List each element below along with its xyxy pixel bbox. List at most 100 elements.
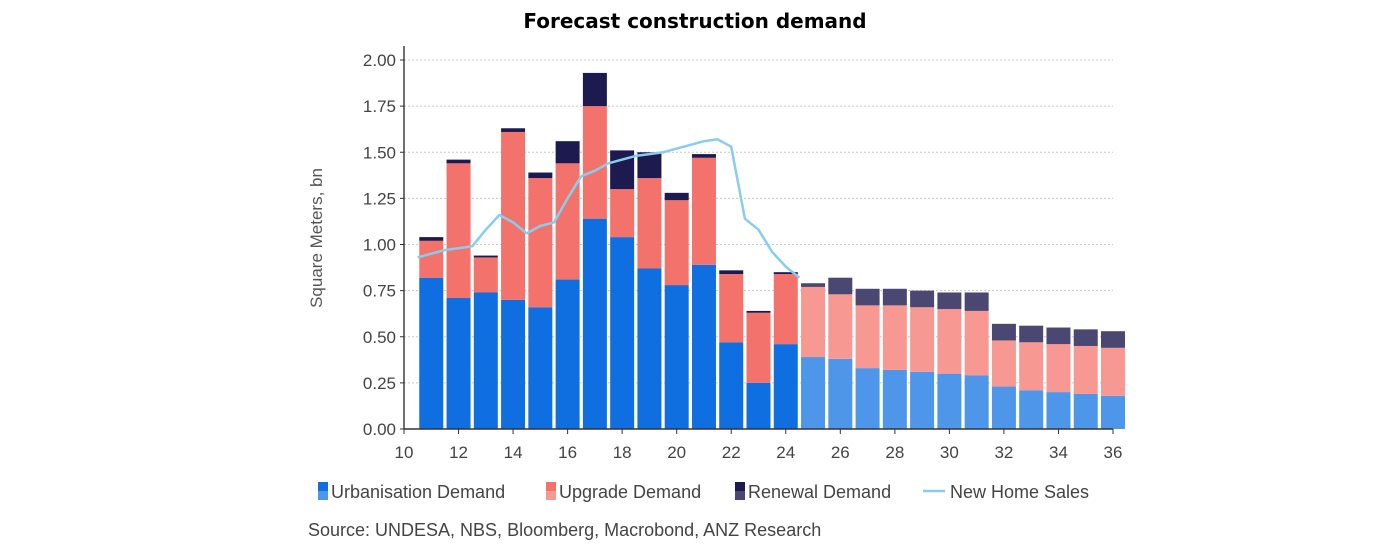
- bar-renewal-demand-25: [801, 283, 826, 287]
- bar-renewal-demand-32: [991, 323, 1016, 341]
- bar-renewal-demand-15: [528, 172, 553, 179]
- bar-urbanisation-demand-18: [610, 237, 635, 429]
- bar-urbanisation-demand-35: [1073, 393, 1098, 429]
- legend-swatch-urbanisation-bottom: [318, 491, 328, 500]
- bar-stack-13: [473, 255, 498, 429]
- bar-stack-17: [582, 72, 607, 429]
- bar-upgrade-demand-13: [473, 257, 498, 293]
- bar-renewal-demand-23: [746, 310, 771, 313]
- bar-stack-24: [773, 272, 798, 429]
- bar-stack-18: [610, 150, 635, 429]
- bar-upgrade-demand-25: [801, 286, 826, 358]
- bar-upgrade-demand-33: [1019, 342, 1044, 391]
- source-note: Source: UNDESA, NBS, Bloomberg, Macrobon…: [308, 520, 821, 540]
- bar-upgrade-demand-32: [991, 340, 1016, 387]
- y-tick-label-3: 0.75: [363, 282, 396, 301]
- bar-upgrade-demand-35: [1073, 345, 1098, 394]
- new-home-sales-line-group: [417, 138, 801, 279]
- bar-urbanisation-demand-16: [555, 279, 580, 429]
- bar-renewal-demand-11: [419, 237, 444, 241]
- bar-upgrade-demand-34: [1046, 344, 1071, 393]
- legend-swatch-upgrade-top: [546, 482, 556, 491]
- y-tick-label-4: 1.00: [363, 236, 396, 255]
- x-tick-labels: 10 12 14 16 18 20 22 24 26 28 30 32 34 36: [395, 429, 1123, 462]
- new-home-sales-line: [417, 138, 801, 279]
- legend-item-renewal: Renewal Demand: [735, 482, 891, 502]
- gridlines: [400, 59, 1113, 430]
- bar-upgrade-demand-21: [691, 157, 716, 265]
- bar-stack-12: [446, 159, 471, 429]
- legend-item-upgrade: Upgrade Demand: [546, 482, 701, 502]
- legend-label-urbanisation: Urbanisation Demand: [331, 482, 505, 502]
- bar-renewal-demand-20: [664, 192, 689, 201]
- x-tick-label-11: 32: [994, 443, 1013, 462]
- bar-urbanisation-demand-30: [937, 373, 962, 429]
- bar-urbanisation-demand-31: [964, 375, 989, 429]
- legend-swatch-renewal-bottom: [735, 491, 745, 500]
- bar-renewal-demand-35: [1073, 329, 1098, 346]
- x-tick-label-9: 28: [885, 443, 904, 462]
- bar-renewal-demand-14: [501, 128, 526, 132]
- bar-urbanisation-demand-25: [801, 357, 826, 429]
- bar-upgrade-demand-20: [664, 200, 689, 286]
- bar-stack-19: [637, 152, 662, 429]
- bar-renewal-demand-34: [1046, 327, 1071, 345]
- bar-urbanisation-demand-20: [664, 285, 689, 429]
- legend-label-upgrade: Upgrade Demand: [559, 482, 701, 502]
- bar-renewal-demand-21: [691, 154, 716, 158]
- bar-renewal-demand-27: [855, 288, 880, 306]
- bar-upgrade-demand-14: [501, 131, 526, 300]
- bar-renewal-demand-22: [719, 270, 744, 275]
- bar-upgrade-demand-24: [773, 274, 798, 345]
- bar-urbanisation-demand-15: [528, 307, 553, 429]
- bar-upgrade-demand-28: [882, 305, 907, 370]
- x-tick-label-0: 10: [395, 443, 414, 462]
- bar-renewal-demand-12: [446, 159, 471, 164]
- legend: Urbanisation Demand Upgrade Demand Renew…: [318, 482, 1089, 502]
- bar-renewal-demand-13: [473, 255, 498, 258]
- bar-stack-30: [937, 292, 962, 429]
- bar-stack-35: [1073, 329, 1098, 429]
- legend-swatch-urbanisation-top: [318, 482, 328, 491]
- bar-stack-32: [991, 323, 1016, 429]
- bar-urbanisation-demand-21: [691, 264, 716, 429]
- bar-urbanisation-demand-11: [419, 277, 444, 429]
- x-tick-label-3: 16: [558, 443, 577, 462]
- bar-urbanisation-demand-34: [1046, 392, 1071, 429]
- legend-swatch-upgrade-bottom: [546, 491, 556, 500]
- bar-stack-28: [882, 288, 907, 429]
- bar-upgrade-demand-12: [446, 163, 471, 299]
- bar-urbanisation-demand-12: [446, 298, 471, 429]
- x-tick-label-1: 12: [449, 443, 468, 462]
- bar-stack-15: [528, 172, 553, 429]
- y-tick-label-5: 1.25: [363, 189, 396, 208]
- bar-upgrade-demand-29: [910, 307, 935, 372]
- y-tick-labels: 0.00 0.25 0.50 0.75 1.00 1.25 1.50 1.75 2.00: [363, 51, 396, 439]
- y-tick-label-8: 2.00: [363, 51, 396, 70]
- bar-urbanisation-demand-33: [1019, 390, 1044, 429]
- legend-label-renewal: Renewal Demand: [748, 482, 891, 502]
- bar-urbanisation-demand-19: [637, 268, 662, 429]
- bar-stack-20: [664, 192, 689, 429]
- legend-label-new-home-sales: New Home Sales: [950, 482, 1089, 502]
- y-tick-label-0: 0.00: [363, 420, 396, 439]
- bar-stacks: [419, 72, 1125, 429]
- x-tick-label-6: 22: [722, 443, 741, 462]
- bar-upgrade-demand-19: [637, 178, 662, 269]
- bar-stack-25: [801, 283, 826, 429]
- bar-upgrade-demand-16: [555, 163, 580, 280]
- bar-upgrade-demand-17: [582, 106, 607, 219]
- bar-upgrade-demand-27: [855, 305, 880, 369]
- bar-urbanisation-demand-36: [1101, 395, 1125, 429]
- bar-urbanisation-demand-17: [582, 218, 607, 429]
- x-tick-label-13: 36: [1104, 443, 1123, 462]
- bar-urbanisation-demand-22: [719, 342, 744, 429]
- bar-upgrade-demand-23: [746, 312, 771, 383]
- x-tick-label-10: 30: [940, 443, 959, 462]
- bar-urbanisation-demand-23: [746, 382, 771, 429]
- bar-upgrade-demand-22: [719, 274, 744, 343]
- x-tick-label-12: 34: [1049, 443, 1068, 462]
- bar-stack-31: [964, 292, 989, 429]
- bar-renewal-demand-26: [828, 277, 853, 295]
